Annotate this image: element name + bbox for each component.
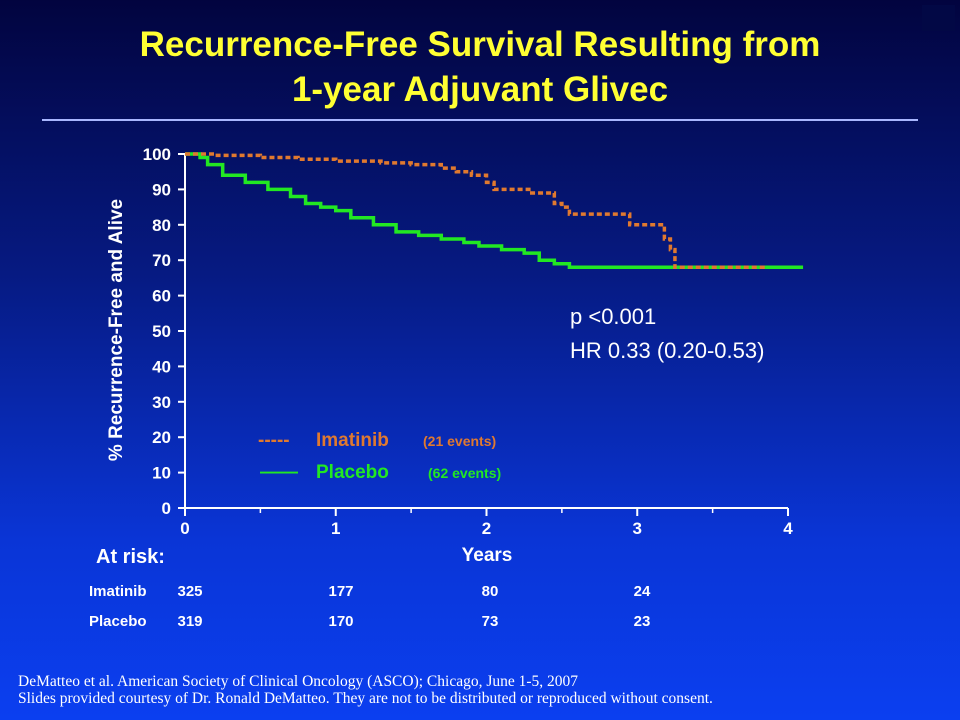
at-risk-placebo-0: 319 [177,613,202,630]
citation-line-1: DeMatteo et al. American Society of Clin… [18,673,579,690]
at-risk-imatinib-0: 325 [177,583,202,600]
corner-logo-box [922,5,955,31]
y-tick-label: 50 [152,322,171,341]
x-tick-label: 3 [633,519,642,538]
x-tick-label: 4 [783,519,793,538]
y-tick-label: 100 [143,145,171,164]
citation-footer: DeMatteo et al. American Society of Clin… [18,673,713,707]
citation-line-2: Slides provided courtesy of Dr. Ronald D… [18,690,713,707]
x-tick-label: 2 [482,519,491,538]
chart-series [185,152,804,270]
at-risk-imatinib-2: 80 [482,583,499,600]
at-risk-label-placebo: Placebo [89,613,147,630]
hazard-ratio-text: HR 0.33 (0.20-0.53) [570,338,764,363]
slide-title: Recurrence-Free Survival Resulting from … [0,22,960,112]
at-risk-label-imatinib: Imatinib [89,583,147,600]
x-tick-label: 1 [331,519,340,538]
y-tick-label: 80 [152,216,171,235]
y-tick-label: 10 [152,464,171,483]
legend: ----- Imatinib (21 events) —— Placebo (6… [258,430,501,483]
legend-placebo-line: —— [260,462,298,483]
x-axis-title: Years [462,545,513,566]
at-risk-imatinib-1: 177 [328,583,353,600]
y-tick-label: 60 [152,287,171,306]
legend-placebo-name: Placebo [316,462,389,483]
axis-ticks: 0 10 20 30 40 50 60 70 80 90 100 0 1 2 3 4 [143,145,794,538]
legend-imatinib-events: (21 events) [423,433,496,449]
legend-placebo-events: (62 events) [428,465,501,481]
at-risk-table: At risk: Imatinib Placebo 325 177 80 24 … [89,546,651,630]
at-risk-title: At risk: [96,546,165,568]
y-axis-title: % Recurrence-Free and Alive [106,199,127,461]
p-value-text: p <0.001 [570,304,656,329]
title-divider [42,119,918,121]
at-risk-placebo-2: 73 [482,613,499,630]
legend-imatinib-name: Imatinib [316,430,389,451]
at-risk-placebo-3: 23 [634,613,651,630]
legend-imatinib-line: ----- [258,430,290,451]
y-tick-label: 40 [152,357,171,376]
y-tick-label: 70 [152,251,171,270]
y-tick-label: 20 [152,428,171,447]
title-line-2: 1-year Adjuvant Glivec [291,70,669,109]
title-line-1: Recurrence-Free Survival Resulting from [139,25,821,64]
series-line-imatinib [185,152,766,270]
y-tick-label: 30 [152,393,171,412]
series-line-placebo [185,152,804,270]
y-tick-label: 90 [152,180,171,199]
at-risk-imatinib-3: 24 [634,583,651,600]
y-tick-label: 0 [162,499,171,518]
x-tick-label: 0 [180,519,189,538]
at-risk-placebo-1: 170 [328,613,353,630]
